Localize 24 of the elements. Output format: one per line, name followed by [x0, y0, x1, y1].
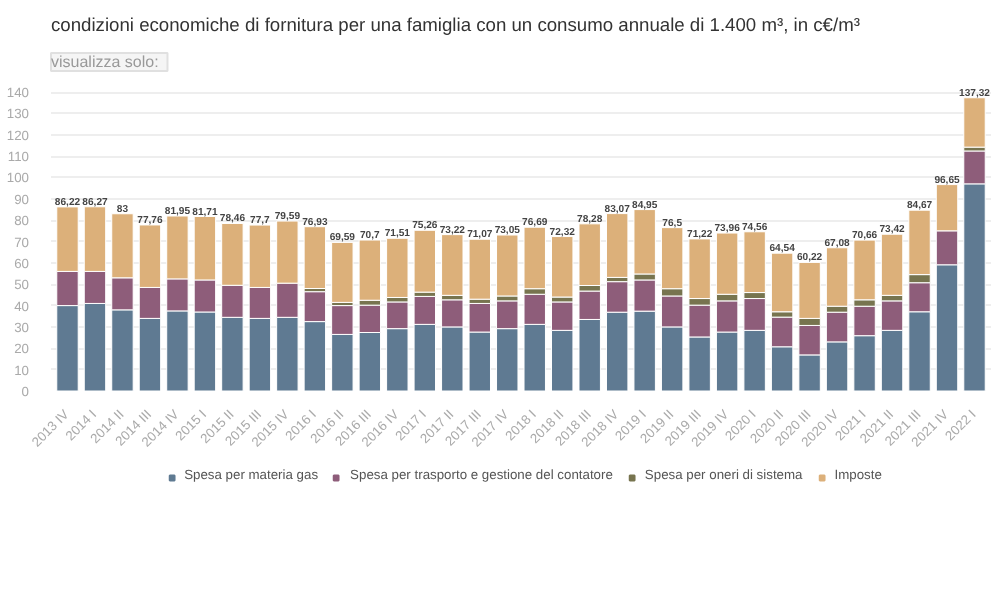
- bar: [770, 252, 794, 313]
- bar: [605, 213, 629, 278]
- bar: [688, 238, 711, 300]
- bar: [853, 239, 876, 301]
- chart-title: condizioni economiche di fornitura per una famiglia con un consumo annuale di 1.400 m³, in c€/m³: [51, 15, 860, 35]
- bar: [468, 238, 491, 300]
- bar: [963, 97, 986, 148]
- bar: [551, 236, 574, 298]
- bar: [496, 234, 519, 297]
- bar: [578, 223, 601, 287]
- bar: [386, 237, 409, 298]
- bar: [413, 229, 437, 293]
- bar: [358, 239, 382, 301]
- bar: [633, 209, 656, 275]
- bar: [523, 226, 546, 290]
- text: visualizza solo:: [51, 53, 159, 71]
- bar: [908, 209, 931, 276]
- bar: [660, 227, 684, 290]
- bar: [743, 231, 766, 294]
- bar: [715, 232, 739, 295]
- bar: [441, 234, 464, 296]
- bar: [798, 261, 821, 319]
- bar: [825, 247, 849, 307]
- bar: [880, 233, 904, 296]
